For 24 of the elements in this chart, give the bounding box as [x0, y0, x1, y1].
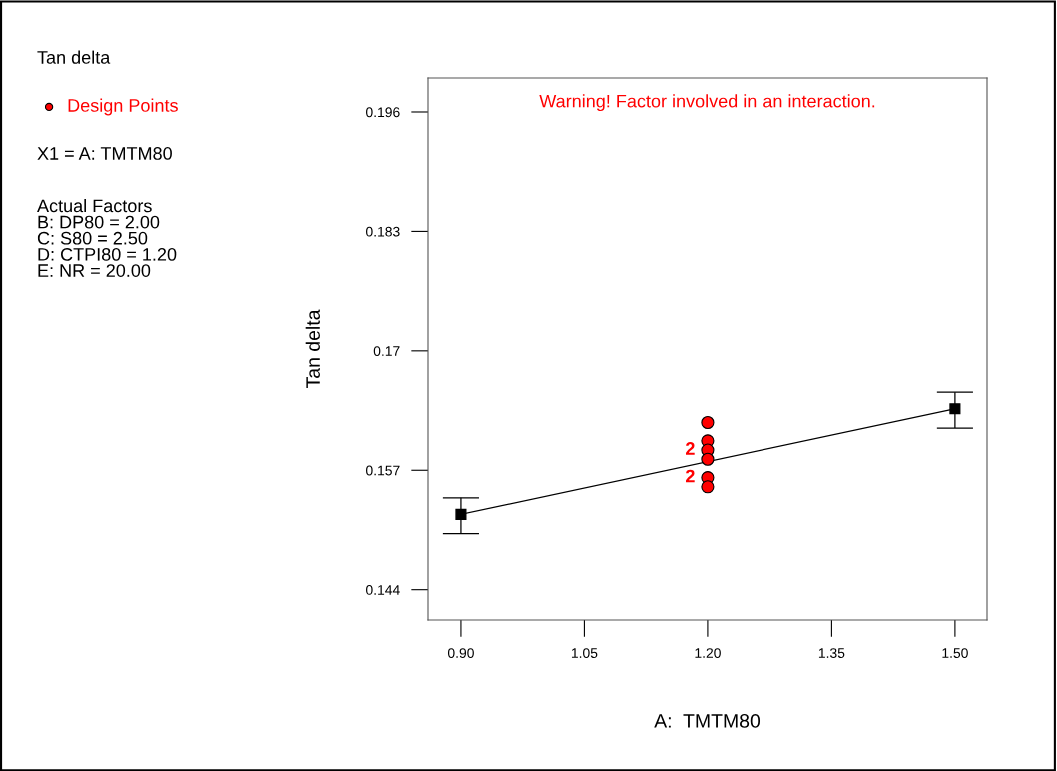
point	[701, 415, 715, 430]
x-axis-title: A: TMTM80	[654, 714, 761, 728]
text: Tan delta	[37, 50, 111, 64]
x-tick-label: 1.20	[695, 648, 721, 658]
point	[949, 403, 961, 415]
x-tick-label: 1.35	[818, 648, 845, 658]
text: Actual Factors B: DP80 = 2.00 C: S80 = 2.50 D: CTPI80 = 1.20 E: NR = 20.00	[37, 199, 177, 277]
x-tick-label: 1.50	[942, 648, 968, 658]
y-tick-label: 0.144	[366, 585, 400, 595]
x-tick-label: 1.05	[571, 648, 598, 658]
legend-label: Design Points	[68, 98, 178, 116]
text: X1 = A: TMTM80	[37, 147, 172, 160]
annotation: 2	[686, 442, 695, 455]
annotation: 2	[686, 469, 695, 483]
y-tick-label: 0.157	[366, 465, 400, 476]
x-tick-label: 0.90	[447, 648, 474, 658]
point	[701, 452, 715, 466]
point	[455, 508, 467, 520]
y-tick-label: 0.183	[366, 226, 400, 237]
text: Warning! Factor involved in an interaction.	[539, 94, 875, 112]
point	[701, 480, 715, 494]
y-tick-label: 0.196	[366, 107, 400, 118]
y-tick-label: 0.17	[373, 346, 400, 357]
y-axis-title: Tan delta	[305, 309, 320, 389]
